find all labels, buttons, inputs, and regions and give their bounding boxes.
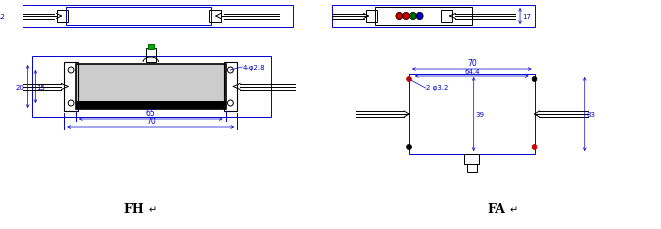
- Bar: [76, 65, 225, 109]
- Bar: [66, 8, 211, 26]
- Bar: [441, 11, 453, 23]
- Text: ↵: ↵: [148, 204, 157, 214]
- Bar: [366, 11, 377, 23]
- Bar: [223, 63, 237, 112]
- Circle shape: [396, 14, 403, 20]
- Bar: [467, 164, 477, 172]
- Text: ↵: ↵: [510, 204, 518, 214]
- Bar: [13, 6, 293, 28]
- Bar: [409, 75, 535, 154]
- Text: 2 φ3.2: 2 φ3.2: [426, 85, 449, 91]
- Text: 4-φ2.8: 4-φ2.8: [243, 65, 266, 71]
- Text: 64.4: 64.4: [464, 69, 479, 75]
- Circle shape: [403, 14, 410, 20]
- Circle shape: [407, 145, 411, 150]
- Bar: [146, 49, 155, 63]
- Circle shape: [410, 14, 416, 20]
- Text: 20: 20: [16, 84, 24, 90]
- Bar: [57, 11, 68, 23]
- Text: 39: 39: [476, 112, 485, 117]
- Bar: [148, 45, 153, 50]
- Text: 65: 65: [146, 109, 155, 117]
- Circle shape: [407, 77, 411, 82]
- Text: 70: 70: [146, 117, 155, 125]
- Text: FH: FH: [124, 203, 144, 215]
- Circle shape: [416, 14, 423, 20]
- Bar: [209, 11, 221, 23]
- Text: 70: 70: [467, 59, 477, 68]
- Text: FA: FA: [487, 203, 505, 215]
- Bar: [375, 8, 472, 26]
- Circle shape: [532, 77, 537, 82]
- Bar: [464, 154, 479, 164]
- Text: 12: 12: [0, 14, 5, 20]
- Text: 83: 83: [587, 112, 596, 117]
- Bar: [332, 6, 535, 28]
- Text: 15: 15: [36, 84, 45, 90]
- Text: 17: 17: [522, 14, 531, 20]
- Bar: [32, 57, 271, 117]
- Bar: [64, 63, 78, 112]
- Circle shape: [532, 145, 537, 150]
- Bar: [76, 101, 225, 109]
